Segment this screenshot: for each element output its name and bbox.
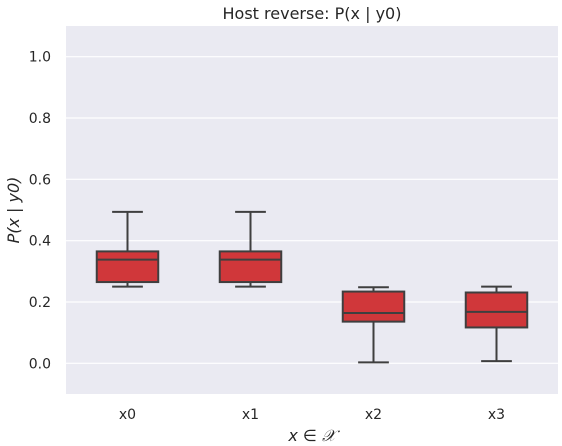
- box-iqr: [341, 290, 406, 323]
- x-tick-label: x2: [365, 407, 382, 423]
- y-axis-label: P(x | y0): [4, 177, 23, 244]
- box-iqr: [95, 250, 160, 284]
- boxes-group: [95, 210, 529, 364]
- box-x0: [95, 210, 160, 288]
- box-iqr: [464, 291, 529, 329]
- y-tick-label: 0.2: [29, 295, 51, 311]
- chart-title: Host reverse: P(x | y0): [223, 4, 402, 23]
- x-tick-labels: x0 x1 x2 x3: [119, 407, 505, 423]
- y-tick-label: 0.0: [29, 356, 51, 372]
- x-tick-label: x3: [488, 407, 505, 423]
- y-tick-label: 0.4: [29, 234, 51, 250]
- box-x1: [218, 210, 283, 288]
- x-axis-label: x ∈ 𝒳: [287, 426, 341, 445]
- grid-lines: [66, 56, 558, 364]
- x-tick-label: x1: [242, 407, 259, 423]
- box-iqr: [218, 250, 283, 284]
- box-x2: [341, 286, 406, 364]
- y-tick-label: 0.8: [29, 111, 51, 127]
- y-tick-label: 1.0: [29, 50, 51, 66]
- x-tick-label: x0: [119, 407, 136, 423]
- box-x3: [464, 285, 529, 363]
- y-tick-labels: 0.0 0.2 0.4 0.6 0.8 1.0: [29, 50, 51, 373]
- y-tick-label: 0.6: [29, 172, 51, 188]
- plot-area: [66, 26, 558, 394]
